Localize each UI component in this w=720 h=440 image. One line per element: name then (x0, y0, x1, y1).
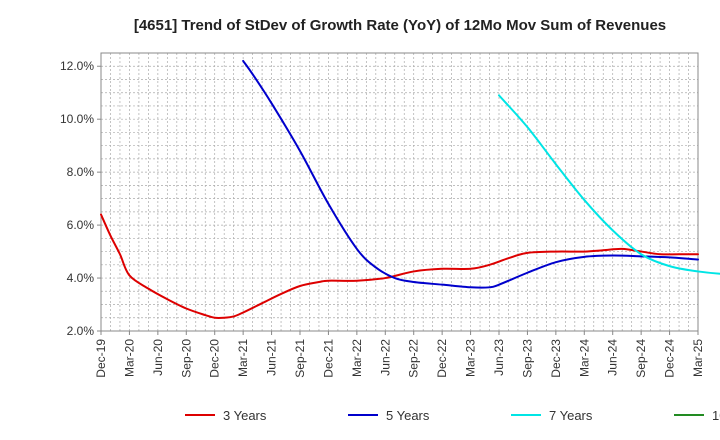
y-tick-label: 10.0% (60, 112, 94, 126)
plot-frame (100, 52, 699, 332)
x-tick-label: Jun-24 (606, 339, 620, 376)
series-layer (100, 59, 720, 320)
y-tick-label: 4.0% (67, 271, 95, 285)
x-tick-label: Mar-24 (577, 339, 591, 377)
legend-label-5-years: 5 Years (386, 408, 430, 423)
legend-label-3-years: 3 Years (223, 408, 267, 423)
grid (101, 53, 698, 331)
y-axis: 2.0% 4.0% 6.0% 8.0% 10.0% 12.0% (60, 59, 101, 338)
x-tick-label: Dec-22 (435, 339, 449, 378)
x-tick-label: Mar-25 (691, 339, 705, 377)
x-tick-label: Jun-20 (151, 339, 165, 376)
x-tick-label: Mar-20 (122, 339, 136, 377)
series-line-5-years (242, 59, 699, 289)
series-line-3-years (100, 213, 699, 320)
series-line-7-years (498, 94, 720, 275)
x-tick-label: Sep-23 (520, 339, 534, 378)
x-tick-label: Mar-23 (464, 339, 478, 377)
x-tick-label: Dec-24 (663, 339, 677, 378)
x-tick-label: Sep-24 (634, 339, 648, 378)
x-tick-label: Dec-21 (321, 339, 335, 378)
x-tick-label: Dec-23 (549, 339, 563, 378)
x-tick-label: Sep-22 (407, 339, 421, 378)
x-tick-label: Sep-21 (293, 339, 307, 378)
y-tick-label: 6.0% (67, 218, 95, 232)
y-tick-label: 8.0% (67, 165, 95, 179)
legend-label-7-years: 7 Years (549, 408, 593, 423)
x-tick-label: Dec-19 (94, 339, 108, 378)
y-tick-label: 12.0% (60, 59, 94, 73)
legend: 3 Years 5 Years 7 Years 10 Years (185, 408, 720, 423)
x-tick-label: Jun-22 (378, 339, 392, 376)
x-tick-label: Sep-20 (179, 339, 193, 378)
x-axis: Dec-19 Mar-20 Jun-20 Sep-20 Dec-20 Mar-21 Jun-… (94, 331, 705, 378)
y-tick-label: 2.0% (67, 324, 95, 338)
x-tick-label: Mar-21 (236, 339, 250, 377)
chart-title: [4651] Trend of StDev of Growth Rate (Yo… (134, 17, 666, 34)
x-tick-label: Mar-22 (350, 339, 364, 377)
x-tick-label: Dec-20 (208, 339, 222, 378)
x-tick-label: Jun-21 (265, 339, 279, 376)
legend-label-10-years: 10 Years (712, 408, 720, 423)
x-tick-label: Jun-23 (492, 339, 506, 376)
